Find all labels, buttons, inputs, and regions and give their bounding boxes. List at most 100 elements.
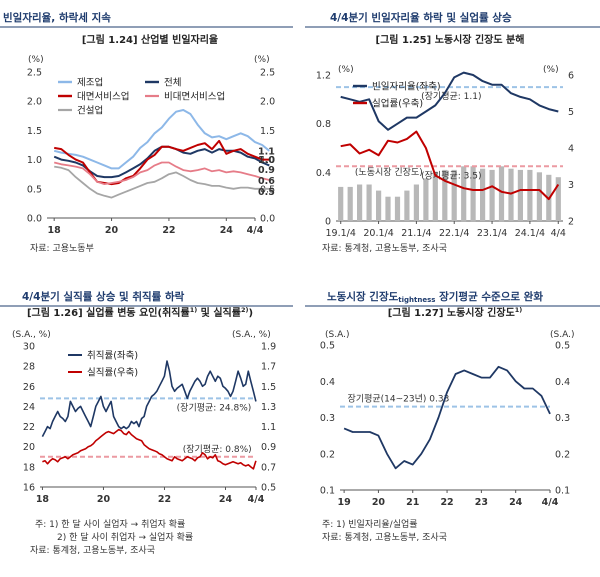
chart-1-24-xtick-label: 18 — [48, 225, 62, 236]
chart-1-25-bar — [347, 186, 353, 221]
chart-1-24-unit-right: (%) — [254, 55, 270, 65]
chart-1-24-end-label: 1.1 — [258, 146, 275, 157]
chart-1-26-title-mid: 및 실직률 — [197, 306, 241, 319]
chart-1-24-ytick-left: 0.5 — [27, 184, 42, 195]
chart-1-26-xtick-label: 20 — [97, 494, 111, 505]
chart-1-27-xtick-label: 19 — [338, 497, 351, 508]
chart-1-25-average-label: (장기평균: 1.1) — [421, 91, 481, 102]
chart-1-26-title: [그림 1.26] 실업률 변동 요인(취직률1) 및 실직률2)) — [27, 306, 253, 319]
chart-1-24-ytick-right: 0.0 — [260, 214, 275, 225]
header-br-sub: tightness — [398, 296, 435, 304]
chart-1-27-ytick-right: 0.5 — [555, 341, 570, 352]
chart-1-27-title-sup: 1) — [515, 306, 523, 314]
header-bl: 4/4분기 실직률 상승 및 취직률 하락 — [22, 290, 185, 303]
chart-1-24-ytick-left: 1.0 — [27, 155, 42, 166]
chart-1-26-ytick-right: 1.9 — [261, 342, 276, 353]
chart-1-26-ytick-left: 28 — [23, 362, 35, 373]
chart-1-27-xtick-label: 20 — [372, 497, 386, 508]
chart-1-26-note-2: 2) 한 달 사이 취업자 → 실업자 확률 — [57, 531, 193, 543]
chart-1-27: [그림 1.27] 노동시장 긴장도1) (S.A.) (S.A.) 0.1 0.… — [320, 306, 575, 508]
chart-1-27-ytick-left: 0.2 — [320, 449, 335, 460]
chart-1-25-bar — [357, 184, 363, 221]
chart-1-25-unit-left: (%) — [338, 65, 354, 75]
chart-1-24-xtick-label: 4/4 — [247, 225, 264, 236]
chart-1-24-legend-label: 제조업 — [77, 77, 103, 89]
header-tl: 빈일자리율, 하락세 지속 — [3, 11, 111, 24]
chart-1-25-bar — [385, 196, 391, 221]
chart-1-27-xtick-label: 21 — [406, 497, 419, 508]
chart-1-26-average-label: (장기평균: 0.8%) — [183, 444, 252, 455]
chart-1-26-ytick-left: 22 — [23, 422, 35, 433]
chart-1-27-series-line — [343, 365, 551, 470]
chart-1-24-title: [그림 1.24] 산업별 빈일자리율 — [82, 33, 218, 46]
chart-1-26-ytick-left: 20 — [23, 442, 35, 453]
chart-1-27-ytick-left: 0.3 — [320, 413, 335, 424]
header-br-pre: 노동시장 긴장도 — [327, 290, 399, 303]
chart-1-27-xtick-label: 22 — [440, 497, 453, 508]
chart-1-25-bar — [498, 166, 505, 222]
chart-1-25-series-line — [340, 130, 560, 201]
chart-1-25-xtick-label: 24.1/4 — [515, 228, 545, 239]
chart-1-25-bar — [536, 172, 542, 221]
chart-1-26-ytick-left: 26 — [23, 382, 35, 393]
chart-1-24-series-line — [54, 139, 270, 186]
chart-1-25-ytick-left: 0.8 — [316, 119, 331, 130]
chart-1-25-bar — [470, 166, 476, 222]
chart-1-24-unit-left: (%) — [28, 55, 44, 65]
chart-1-25-bar — [413, 184, 419, 221]
chart-1-25-unit-right: (%) — [543, 65, 559, 75]
chart-1-25-bar — [451, 169, 457, 221]
chart-1-27-source: 자료: 통계청, 고용노동부, 조사국 — [322, 531, 447, 543]
chart-1-25: [그림 1.25] 노동시장 긴장도 분해 (%) (%) 0 0.4 0.8 1.2… — [316, 33, 574, 239]
chart-1-24-ytick-left: 2.5 — [27, 68, 42, 79]
chart-1-24-series-line — [53, 109, 270, 170]
chart-1-26-ytick-right: 0.9 — [261, 442, 276, 453]
chart-1-25-xtick-label: 4/4 — [551, 228, 566, 239]
chart-1-25-bar — [442, 169, 448, 221]
chart-1-25-xtick-label: 21.1/4 — [401, 228, 431, 239]
chart-1-27-average-label: 장기평균(14~23년) 0.33 — [348, 394, 450, 405]
chart-1-27-unit-left: (S.A.) — [325, 330, 349, 340]
chart-1-25-bar-label: (노동시장 긴장도) — [355, 167, 423, 178]
chart-1-26-ytick-right: 1.1 — [261, 422, 276, 433]
chart-1-26-ytick-right: 0.7 — [261, 462, 276, 473]
chart-1-24-legend-label: 전체 — [164, 78, 181, 89]
chart-1-25-bar — [517, 169, 523, 221]
chart-1-26: [그림 1.26] 실업률 변동 요인(취직률1) 및 실직률2)) (S.A.… — [12, 306, 276, 505]
chart-1-26-title-sup2: 2) — [241, 306, 249, 314]
chart-1-25-bar — [489, 169, 495, 221]
chart-1-25-ytick-right: 5 — [568, 107, 574, 118]
chart-1-27-title-main: [그림 1.27] 노동시장 긴장도 — [388, 306, 515, 319]
chart-1-26-title-pre: [그림 1.26] 실업률 변동 요인(취직률 — [27, 306, 190, 319]
chart-1-25-ytick-right: 3 — [568, 180, 574, 191]
chart-1-25-bar — [480, 168, 486, 221]
chart-1-25-bar — [404, 190, 410, 221]
chart-1-26-note-1: 주: 1) 한 달 사이 실업자 → 취업자 확률 — [35, 518, 185, 530]
chart-1-26-series-line — [41, 360, 257, 437]
chart-1-27-ytick-left: 0.4 — [320, 377, 335, 388]
chart-1-25-bar — [376, 190, 382, 221]
chart-1-25-xtick-label: 23.1/4 — [477, 228, 507, 239]
chart-1-26-title-sup1: 1) — [190, 306, 198, 314]
chart-1-25-ytick-left: 0.4 — [316, 168, 331, 179]
chart-1-24-end-label: 0.6 — [258, 176, 275, 187]
chart-1-26-legend-label: 실직률(우축) — [87, 368, 138, 379]
chart-1-24-series-line — [54, 165, 270, 199]
chart-1-24-ytick-right: 0.5 — [260, 184, 275, 195]
chart-1-27-unit-right: (S.A.) — [550, 330, 574, 340]
chart-1-25-ytick-right: 2 — [568, 217, 574, 228]
chart-1-26-xtick-label: 4/4 — [248, 494, 265, 505]
chart-1-24: [그림 1.24] 산업별 빈일자리율 (%) (%) 0.0 0.5 1.0 1.5… — [27, 33, 275, 236]
chart-1-26-ytick-right: 1.7 — [261, 362, 276, 373]
chart-1-27-ytick-left: 0.1 — [320, 486, 335, 497]
chart-1-26-ytick-right: 1.5 — [261, 382, 276, 393]
chart-1-26-ytick-left: 16 — [23, 483, 35, 494]
chart-1-27-xtick-label: 23 — [475, 497, 488, 508]
chart-1-26-unit-left: (S.A., %) — [12, 330, 51, 340]
header-tr: 4/4분기 빈일자리율 하락 및 실업률 상승 — [330, 11, 512, 24]
chart-1-25-bar — [423, 178, 429, 221]
chart-1-25-ytick-left: 1.2 — [316, 71, 331, 82]
chart-1-26-ytick-left: 18 — [23, 462, 35, 473]
